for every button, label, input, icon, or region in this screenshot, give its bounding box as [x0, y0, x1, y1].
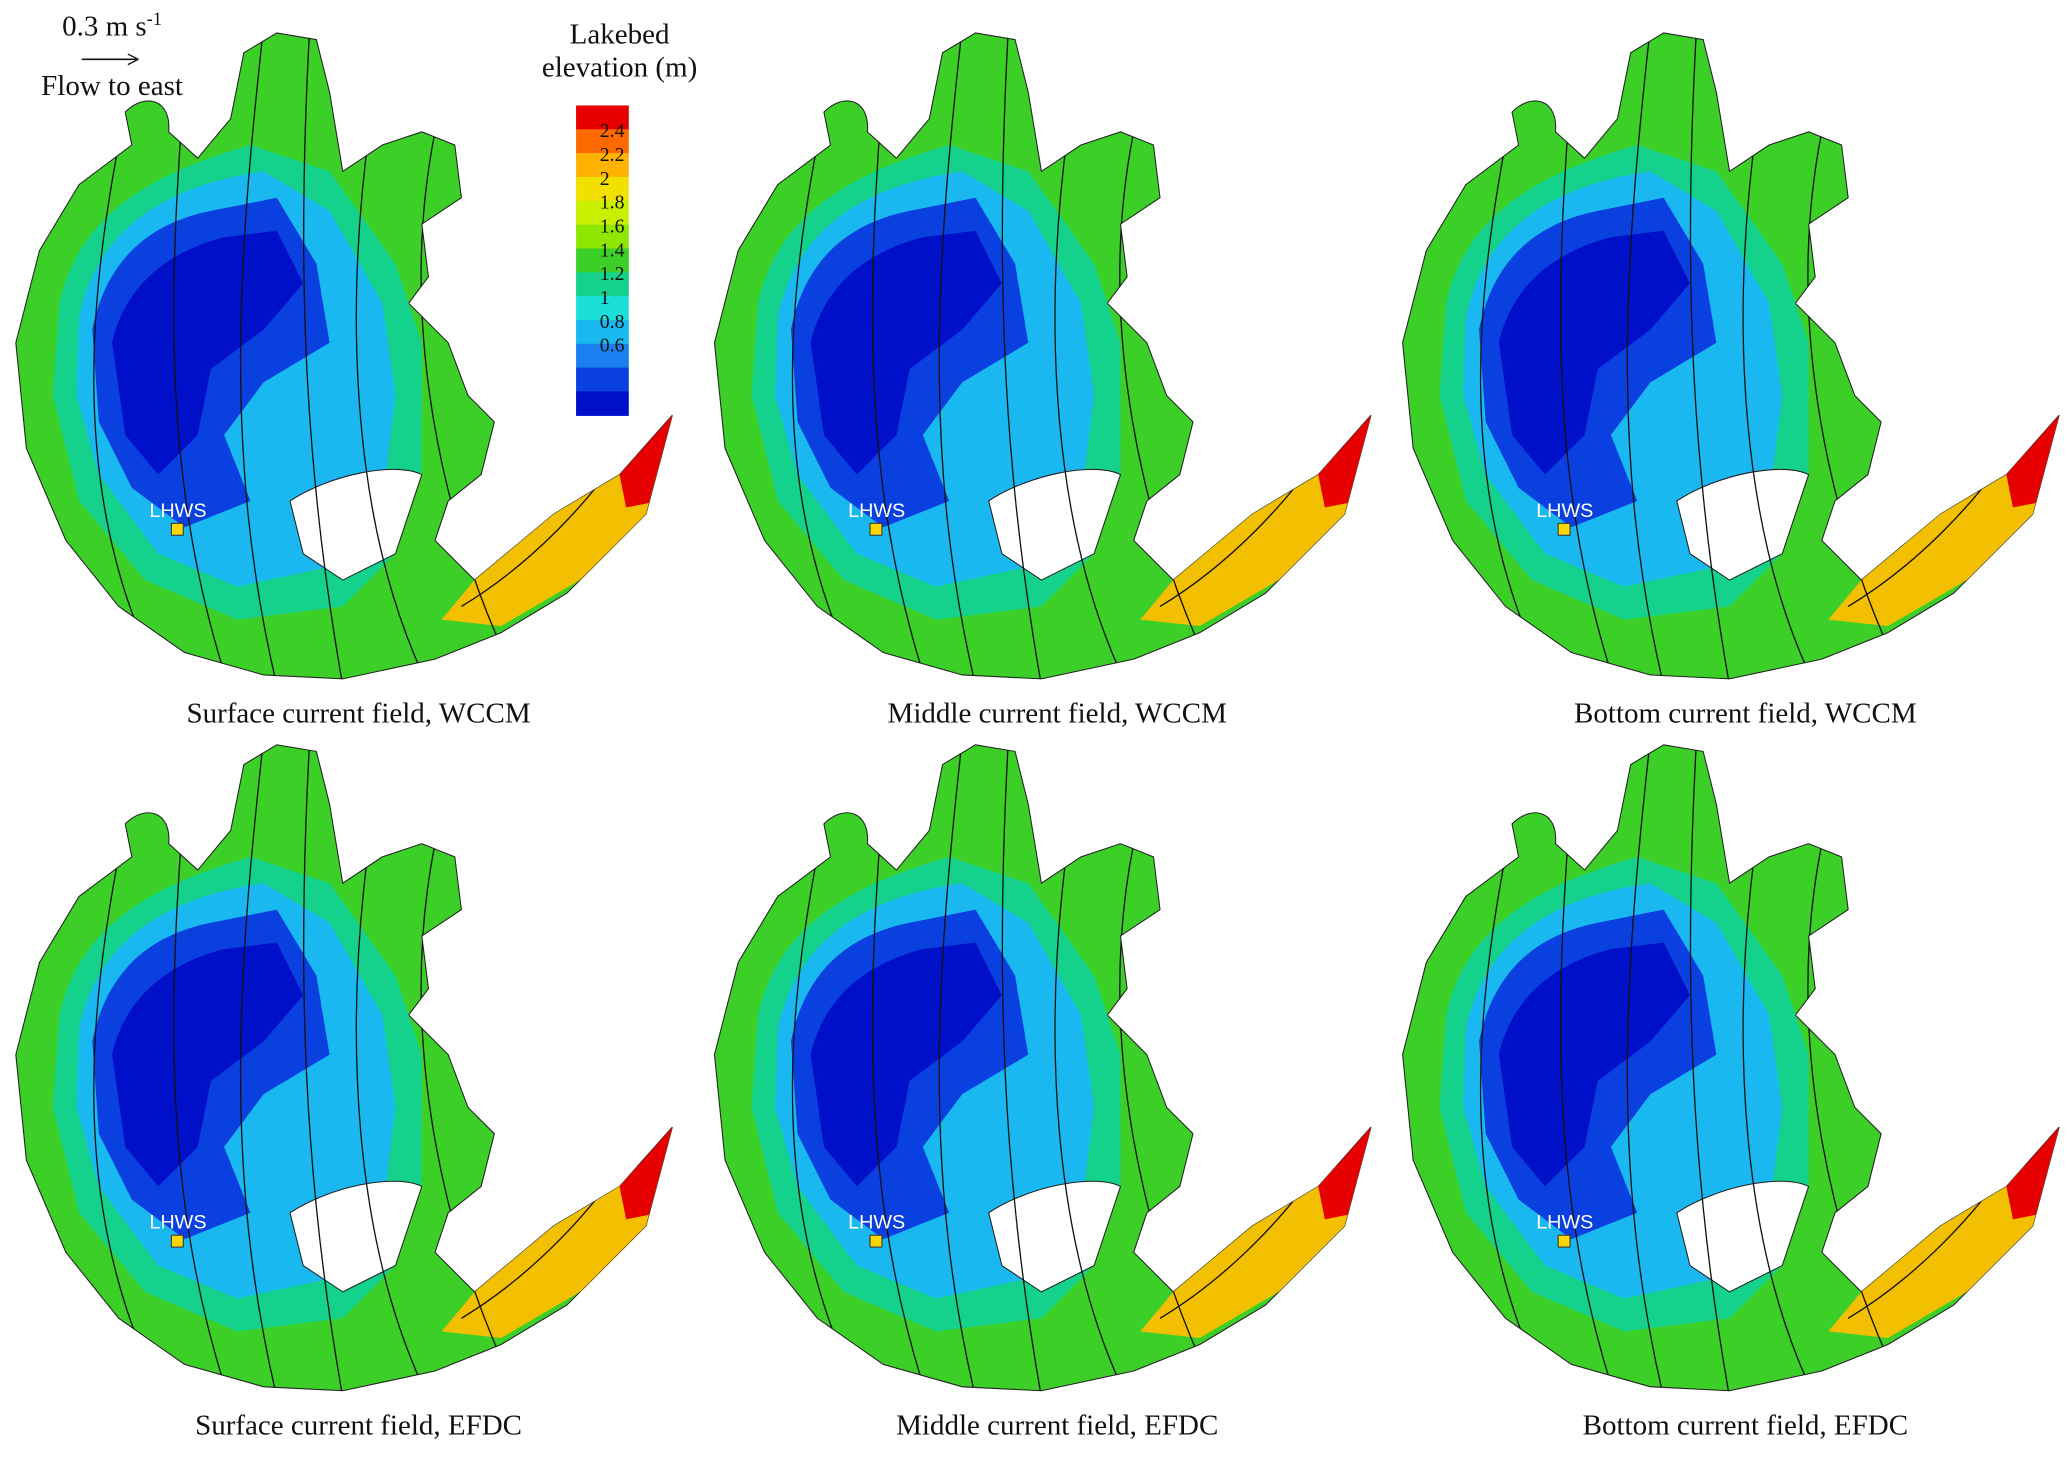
legend-swatch	[576, 391, 629, 416]
station-label: LHWS	[1536, 1212, 1593, 1234]
station-label: LHWS	[149, 500, 206, 522]
scale-value: 0.3 m s	[62, 11, 147, 43]
station-label: LHWS	[149, 1212, 206, 1234]
legend-level: 2.2	[600, 144, 625, 166]
legend-level: 0.8	[600, 311, 625, 333]
map-panel: LHWS Surface current field, EFDC	[16, 738, 672, 1441]
panels: LHWS Surface current field, WCCM LHWS Middl…	[16, 26, 2059, 1441]
legend-swatch	[576, 319, 629, 345]
legend-swatch	[576, 296, 629, 321]
legend: Lakebed elevation (m) 2.42.221.81.61.41.…	[542, 19, 697, 416]
panel-caption: Middle current field, WCCM	[888, 697, 1227, 729]
legend-swatch	[576, 129, 629, 154]
legend-swatch	[576, 200, 629, 226]
map-panel: LHWS Surface current field, WCCM	[16, 26, 672, 729]
lake-map	[1403, 26, 2059, 685]
map-panel: LHWS Bottom current field, EFDC	[1403, 738, 2059, 1441]
legend-level: 2.4	[600, 120, 625, 142]
station-label: LHWS	[1536, 500, 1593, 522]
legend-swatch	[576, 105, 629, 130]
legend-level: 1.4	[600, 239, 625, 261]
lake-map	[1403, 738, 2059, 1397]
panel-caption: Surface current field, EFDC	[195, 1409, 522, 1441]
lake-map	[714, 738, 1370, 1397]
scale-arrowhead	[127, 53, 139, 66]
legend-swatch	[576, 224, 629, 250]
legend-level: 1.8	[600, 192, 625, 214]
lake-map	[16, 26, 672, 685]
legend-swatch	[576, 367, 629, 393]
scale-superscript: -1	[147, 9, 162, 29]
legend-swatch	[576, 176, 629, 202]
map-panel: LHWS Bottom current field, WCCM	[1403, 26, 2059, 729]
scale-direction: Flow to east	[41, 70, 183, 102]
map-panel: LHWS Middle current field, EFDC	[714, 738, 1370, 1441]
panel-caption: Surface current field, WCCM	[186, 697, 530, 729]
legend-swatch	[576, 248, 629, 273]
legend-level: 1.2	[600, 263, 625, 285]
legend-level: 2	[600, 168, 610, 190]
legend-level: 0.6	[600, 335, 625, 357]
map-panel: LHWS Middle current field, WCCM	[714, 26, 1370, 729]
legend-title: Lakebed	[570, 19, 670, 51]
legend-swatch	[576, 272, 629, 297]
legend-title: elevation (m)	[542, 51, 697, 83]
legend-swatch	[576, 153, 629, 178]
legend-level: 1.6	[600, 216, 625, 238]
lake-map	[714, 26, 1370, 685]
legend-level: 1	[600, 287, 610, 309]
lake-map	[16, 738, 672, 1397]
legend-swatch	[576, 343, 629, 369]
station-label: LHWS	[848, 500, 905, 522]
panel-caption: Bottom current field, EFDC	[1583, 1409, 1908, 1441]
scale-bar: 0.3 m s-1 Flow to east	[41, 9, 183, 102]
scale-label: 0.3 m s-1	[62, 9, 162, 43]
station-label: LHWS	[848, 1212, 905, 1234]
panel-caption: Middle current field, EFDC	[896, 1409, 1218, 1441]
panel-caption: Bottom current field, WCCM	[1574, 697, 1917, 729]
